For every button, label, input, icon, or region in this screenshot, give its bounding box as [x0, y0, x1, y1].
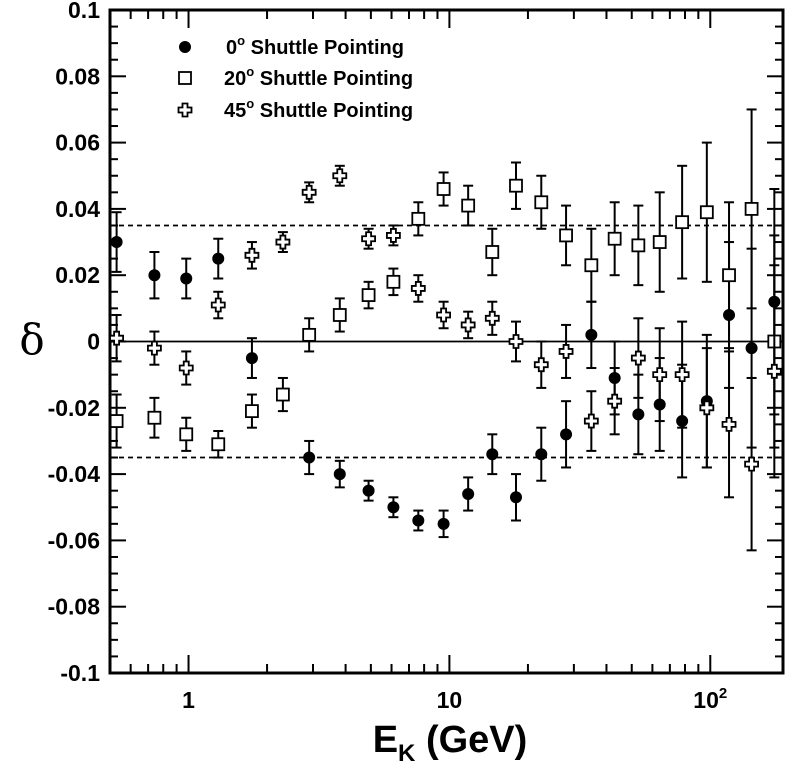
data-point	[486, 448, 499, 461]
y-tick-label: 0.08	[55, 63, 100, 89]
y-tick-label: 0.04	[55, 196, 100, 222]
data-point	[212, 252, 225, 265]
data-point	[744, 456, 759, 472]
data-point	[766, 363, 782, 379]
data-point	[410, 281, 426, 296]
data-point	[632, 408, 645, 421]
data-point	[585, 328, 598, 341]
data-point	[436, 182, 451, 196]
data-point	[722, 268, 736, 283]
data-point	[147, 410, 162, 425]
data-point	[303, 451, 316, 464]
data-point	[275, 387, 290, 402]
data-point	[110, 236, 123, 249]
data-point	[631, 238, 646, 253]
data-point	[178, 360, 194, 376]
data-point	[386, 274, 401, 289]
y-tick-label: 0.02	[55, 262, 100, 288]
x-tick-label: 102	[693, 685, 727, 713]
data-point	[437, 517, 450, 530]
data-point	[302, 327, 317, 342]
data-point	[109, 330, 125, 346]
y-axis-title: δ	[19, 315, 44, 364]
data-point	[630, 350, 646, 366]
data-point	[332, 308, 347, 322]
data-point	[179, 427, 194, 442]
data-point	[245, 404, 259, 419]
data-point	[147, 340, 162, 356]
x-tick-label: 10	[437, 687, 463, 713]
data-point	[508, 334, 524, 349]
y-tick-label: 0.06	[55, 130, 100, 156]
data-point	[699, 400, 715, 416]
data-point	[461, 198, 476, 213]
data-point	[558, 344, 574, 359]
data-point	[362, 484, 375, 497]
series-open-square	[109, 108, 782, 459]
data-point	[462, 487, 475, 500]
data-point	[534, 195, 549, 210]
data-point	[436, 307, 451, 323]
data-point	[699, 205, 714, 220]
data-point	[460, 317, 476, 333]
data-point	[333, 468, 346, 481]
data-point	[180, 272, 193, 285]
y-tick-label: -0.06	[48, 527, 100, 553]
x-tick-label: 1	[182, 687, 195, 713]
data-point	[387, 501, 400, 514]
data-point	[301, 184, 317, 200]
y-tick-label: 0	[87, 329, 100, 355]
data-point	[386, 228, 401, 243]
data-point	[244, 247, 260, 263]
legend-marker-open-square	[178, 71, 192, 85]
y-tick-label: 0.1	[68, 0, 100, 23]
y-tick-label: -0.02	[48, 395, 100, 421]
data-point	[211, 437, 226, 452]
data-point	[210, 297, 226, 313]
x-axis-title: EK (GeV)	[373, 719, 528, 767]
data-point	[560, 428, 573, 441]
legend-label: 45o Shuttle Pointing	[224, 96, 413, 122]
series-open-cross	[109, 164, 782, 552]
data-point	[721, 416, 737, 432]
data-point	[275, 234, 291, 250]
data-point	[559, 228, 573, 243]
data-point	[584, 258, 599, 273]
data-point	[412, 514, 425, 527]
data-point	[583, 413, 599, 429]
y-tick-label: -0.04	[48, 461, 101, 487]
data-point	[361, 231, 376, 247]
data-point	[485, 245, 500, 259]
data-point	[675, 215, 690, 230]
data-point	[652, 367, 668, 383]
legend-marker-filled-circle	[179, 41, 191, 53]
legend-label: 20o Shuttle Pointing	[224, 64, 413, 90]
data-point	[332, 168, 348, 184]
y-tick-label: -0.08	[48, 594, 101, 620]
legend-marker-open-cross	[177, 102, 193, 118]
data-point	[361, 288, 376, 302]
data-point	[411, 211, 426, 226]
data-point	[484, 310, 500, 326]
data-point	[109, 414, 124, 428]
data-point	[535, 448, 548, 461]
legend-label: 0o Shuttle Pointing	[226, 33, 404, 59]
data-point	[533, 357, 549, 373]
y-tick-label: -0.1	[60, 660, 100, 686]
data-point	[652, 235, 667, 249]
data-point	[744, 201, 759, 216]
data-point	[245, 352, 258, 365]
data-point	[509, 491, 522, 504]
data-point	[745, 342, 758, 355]
data-point	[674, 367, 690, 383]
data-point	[607, 231, 622, 246]
series-filled-circle	[110, 188, 781, 539]
legend: 0o Shuttle Pointing 20o Shuttle Pointing 4…	[177, 33, 413, 122]
data-point	[607, 393, 623, 409]
data-point	[148, 269, 161, 282]
data-point	[509, 178, 523, 193]
